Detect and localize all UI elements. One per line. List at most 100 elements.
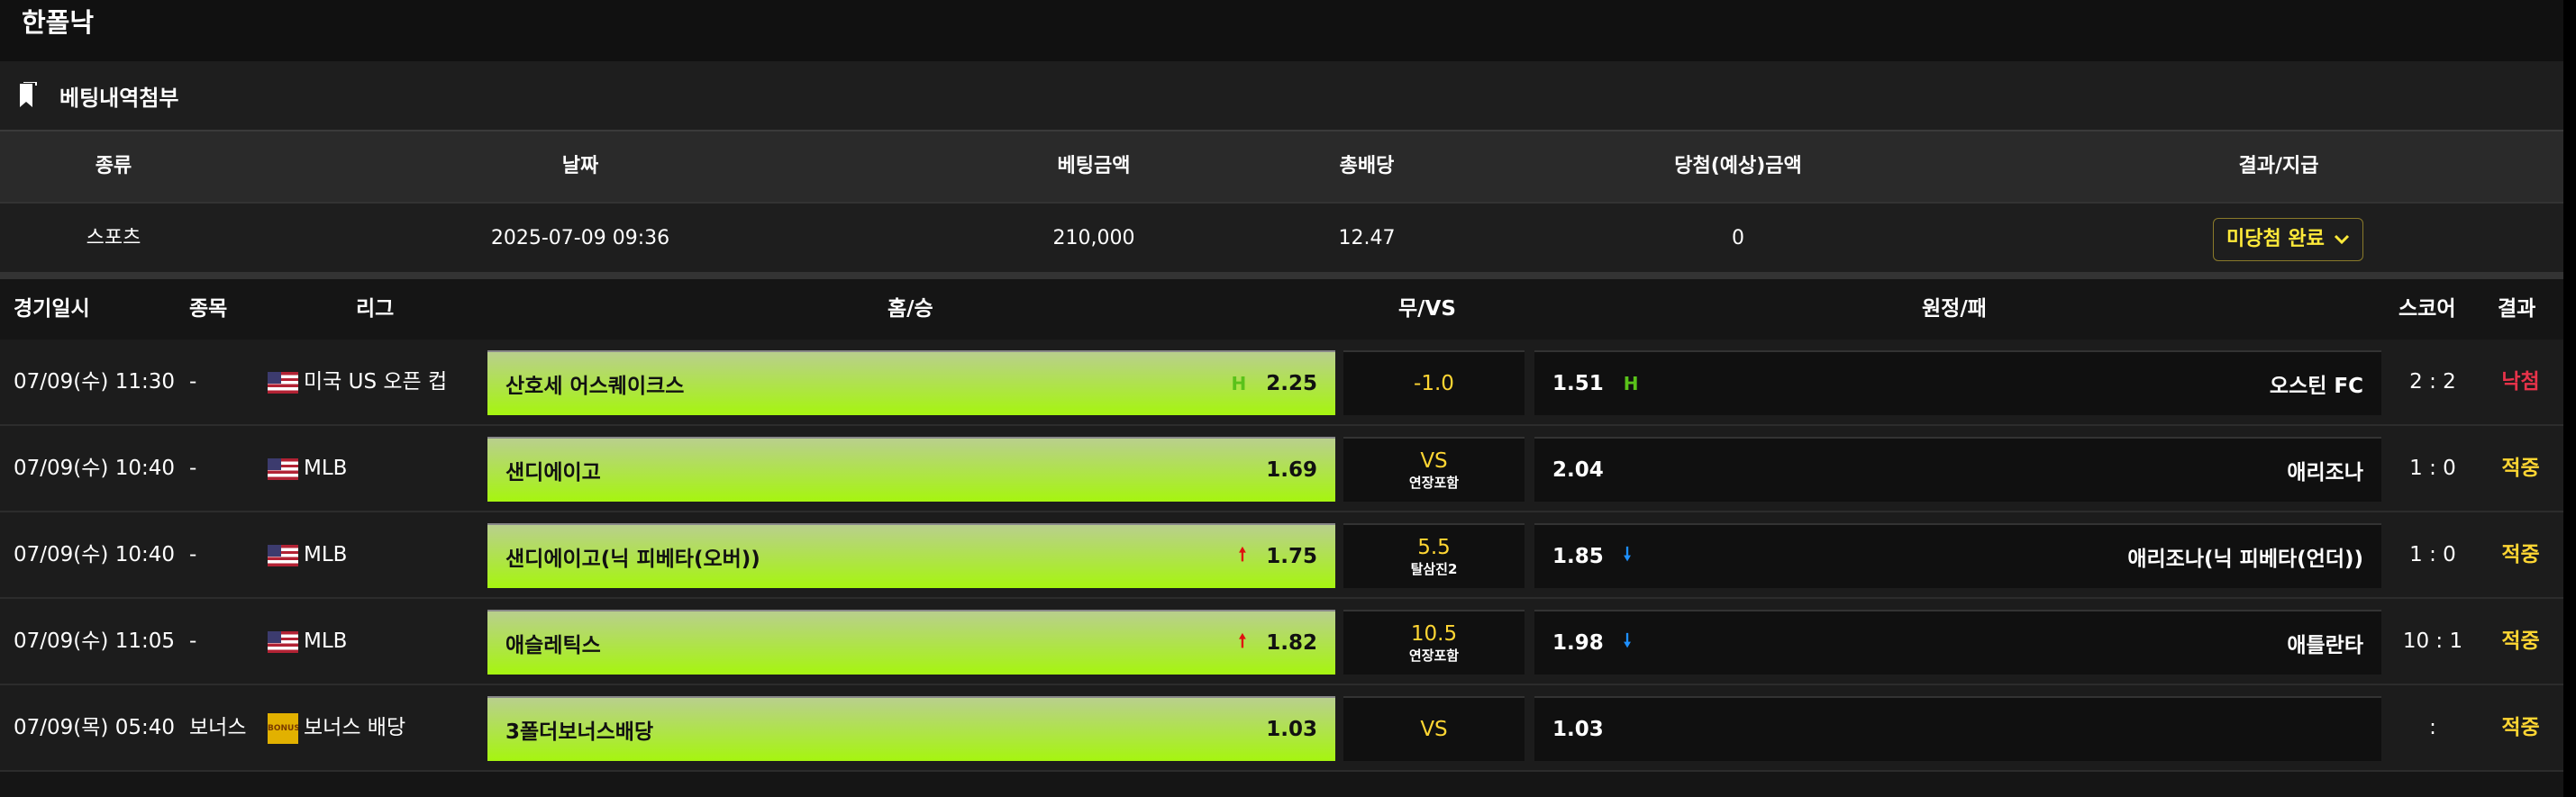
away-team: 애틀란타 [2287, 634, 2363, 657]
home-team: 산호세 어스퀘이크스 [505, 375, 685, 398]
header-league: 리그 [356, 297, 395, 321]
detail-header-row: 경기일시 종목 리그 홈/승 무/VS 원정/패 스코어 결과 [0, 279, 2563, 340]
home-team: 샌디에이고(닉 피베타(오버)) [505, 548, 760, 571]
draw-value: -1.0 [1414, 372, 1454, 395]
handicap-h-icon: H [1231, 373, 1247, 394]
away-odds: 1.03 [1552, 718, 1604, 741]
us-flag-icon [268, 544, 298, 566]
draw-value: 10.5 [1410, 621, 1458, 646]
header-home: 홈/승 [887, 297, 933, 321]
away-odds-cell[interactable]: 1.85 🠗 애리조나(닉 피베타(언더)) [1534, 523, 2381, 588]
header-away: 원정/패 [1922, 297, 1987, 321]
section-title: 베팅내역첨부 [59, 85, 179, 111]
header-odds: 총배당 [1339, 155, 1395, 177]
draw-odds-cell[interactable]: VS 연장포함 [1343, 437, 1525, 502]
draw-value: VS [1420, 718, 1448, 741]
section-header: 베팅내역첨부 [0, 61, 2563, 131]
away-odds-cell[interactable]: 1.03 [1534, 696, 2381, 761]
league-name: 보너스 배당 [304, 716, 406, 739]
match-date: 07/09(수) 10:40 [14, 457, 175, 480]
match-list: 07/09(수) 11:30 - 미국 US 오픈 컵 산호세 어스퀘이크스 H … [0, 340, 2563, 772]
match-row: 07/09(수) 10:40 - MLB 샌디에이고(닉 피베타(오버)) 🠕 1… [0, 512, 2563, 599]
league: BONUS 보너스 배당 [268, 685, 405, 770]
arrow-up-icon: 🠕 [1238, 543, 1247, 565]
home-odds-cell[interactable]: 애슬레틱스 🠕 1.82 [487, 610, 1335, 675]
header-score: 스코어 [2399, 297, 2456, 321]
us-flag-icon [268, 371, 298, 394]
league-name: MLB [304, 543, 348, 566]
result-badge: 적중 [2501, 629, 2540, 653]
home-odds-cell[interactable]: 산호세 어스퀘이크스 H 2.25 [487, 350, 1335, 415]
league: MLB [268, 599, 347, 684]
away-odds: 1.51 [1552, 372, 1604, 395]
header-type: 종류 [95, 155, 132, 177]
summary-row: 스포츠 2025-07-09 09:36 210,000 12.47 0 미당첨… [0, 202, 2563, 279]
header-win: 당첨(예상)금액 [1674, 155, 1802, 177]
page-title: 한폴낙 [0, 0, 2563, 61]
draw-odds-cell[interactable]: -1.0 [1343, 350, 1525, 415]
sport: 보너스 [189, 716, 247, 739]
home-odds-cell[interactable]: 샌디에이고(닉 피베타(오버)) 🠕 1.75 [487, 523, 1335, 588]
handicap-h-icon: H [1623, 373, 1639, 394]
total-odds: 12.47 [1338, 227, 1396, 249]
home-odds-cell[interactable]: 샌디에이고 1.69 [487, 437, 1335, 502]
arrow-down-icon: 🠗 [1623, 629, 1632, 651]
home-odds: 1.69 [1266, 458, 1317, 482]
home-odds: 1.03 [1266, 718, 1317, 741]
away-odds-cell[interactable]: 1.98 🠗 애틀란타 [1534, 610, 2381, 675]
match-date: 07/09(수) 11:30 [14, 370, 175, 394]
draw-odds-cell[interactable]: 10.5 연장포함 [1343, 610, 1525, 675]
home-odds-cell[interactable]: 3폴더보너스배당 1.03 [487, 696, 1335, 761]
home-odds: 2.25 [1266, 372, 1317, 395]
header-sport: 종목 [189, 297, 228, 321]
draw-note: 연장포함 [1408, 474, 1460, 491]
header-draw: 무/VS [1398, 297, 1456, 321]
result-badge: 적중 [2501, 543, 2540, 566]
score: 10 : 1 [2402, 629, 2463, 653]
sport: - [189, 629, 197, 653]
bookmark-icon [20, 82, 37, 107]
bet-date: 2025-07-09 09:36 [490, 227, 670, 249]
draw-value: 5.5 [1417, 535, 1451, 559]
home-odds: 1.75 [1266, 545, 1317, 568]
sport: - [189, 370, 197, 394]
header-amount: 베팅금액 [1057, 155, 1131, 177]
result-badge: 적중 [2501, 716, 2540, 739]
bet-amount: 210,000 [1052, 227, 1135, 249]
chevron-down-icon [2334, 234, 2349, 245]
draw-odds-cell[interactable]: VS [1343, 696, 1525, 761]
match-date: 07/09(수) 10:40 [14, 543, 175, 566]
arrow-down-icon: 🠗 [1623, 543, 1632, 565]
away-odds: 1.98 [1552, 631, 1604, 655]
header-status: 결과/지급 [2238, 155, 2319, 177]
us-flag-icon [268, 630, 298, 653]
sport: - [189, 543, 197, 566]
match-date: 07/09(수) 11:05 [14, 629, 175, 653]
match-row: 07/09(수) 11:05 - MLB 애슬레틱스 🠕 1.82 10.5 연장… [0, 599, 2563, 685]
header-date: 날짜 [561, 155, 599, 177]
win-amount: 0 [1732, 227, 1744, 249]
league-name: MLB [304, 457, 348, 480]
away-odds-cell[interactable]: 2.04 애리조나 [1534, 437, 2381, 502]
score: 1 : 0 [2409, 543, 2456, 566]
away-odds-cell[interactable]: 1.51 H 오스틴 FC [1534, 350, 2381, 415]
summary-table: 종류 날짜 베팅금액 총배당 당첨(예상)금액 결과/지급 스포츠 2025-0… [0, 131, 2563, 279]
score: : [2429, 716, 2436, 739]
league: MLB [268, 426, 347, 511]
league-name: 미국 US 오픈 컵 [304, 370, 448, 394]
home-team: 3폴더보너스배당 [505, 720, 654, 744]
status-label: 미당첨 완료 [2226, 228, 2325, 250]
match-row: 07/09(목) 05:40 보너스 BONUS 보너스 배당 3폴더보너스배당 … [0, 685, 2563, 772]
home-team: 샌디에이고 [505, 461, 601, 485]
status-dropdown[interactable]: 미당첨 완료 [2213, 218, 2363, 261]
bonus-icon: BONUS [268, 712, 298, 744]
draw-odds-cell[interactable]: 5.5 탈삼진2 [1343, 523, 1525, 588]
draw-value: VS [1420, 448, 1448, 473]
arrow-up-icon: 🠕 [1238, 629, 1247, 651]
match-row: 07/09(수) 11:30 - 미국 US 오픈 컵 산호세 어스퀘이크스 H … [0, 340, 2563, 426]
draw-note: 연장포함 [1408, 647, 1460, 664]
away-team: 애리조나(닉 피베타(언더)) [2127, 548, 2363, 571]
league: 미국 US 오픈 컵 [268, 340, 447, 424]
result-badge: 적중 [2501, 457, 2540, 480]
